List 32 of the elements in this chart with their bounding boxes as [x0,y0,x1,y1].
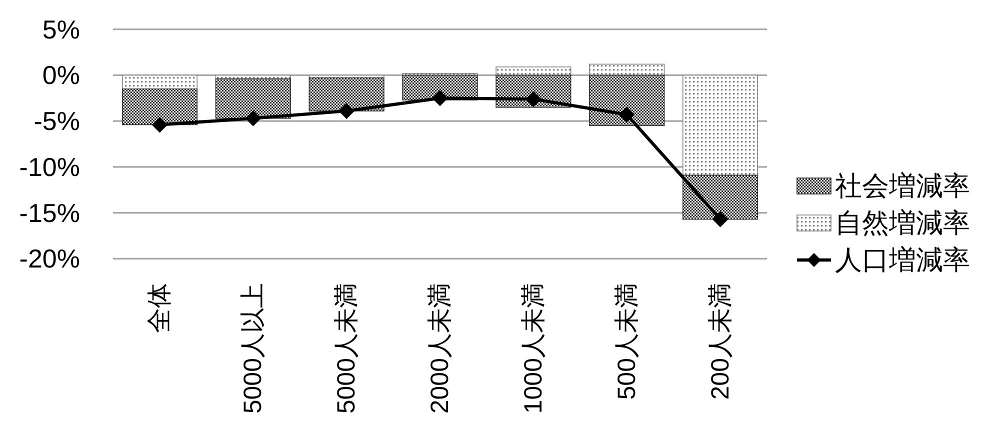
point [152,116,168,133]
x-tick-label: 200人未満 [706,283,734,400]
bar [682,174,758,220]
x-tick-label: 5000人未満 [332,283,361,414]
bar [122,88,198,126]
legend-label: 人口増減率 [835,245,970,275]
bar [308,78,384,112]
bar [122,74,198,90]
bar [215,78,291,119]
legend-label: 社会増減率 [835,171,970,201]
y-tick-label: 5% [42,14,80,44]
legend-label: 自然増減率 [835,208,970,238]
bar [682,74,758,176]
y-tick-label: -10% [19,152,80,182]
y-tick-label: 0% [42,60,80,90]
point [338,102,355,119]
point [525,91,542,108]
point [245,110,262,126]
point [712,211,728,228]
bar [589,64,665,76]
x-tick-label: 5000人以上 [239,283,268,414]
x-tick-label: 2000人未満 [426,283,454,414]
point [432,90,448,106]
bar [589,74,665,126]
y-tick-label: -20% [19,244,80,274]
x-tick-label: 全体 [146,283,174,333]
y-tick-label: -5% [34,106,80,136]
x-tick-label: 1000人未満 [519,283,548,414]
point [618,106,635,123]
x-tick-label: 500人未満 [612,283,641,400]
y-tick-label: -15% [19,198,80,228]
bar [496,66,572,76]
